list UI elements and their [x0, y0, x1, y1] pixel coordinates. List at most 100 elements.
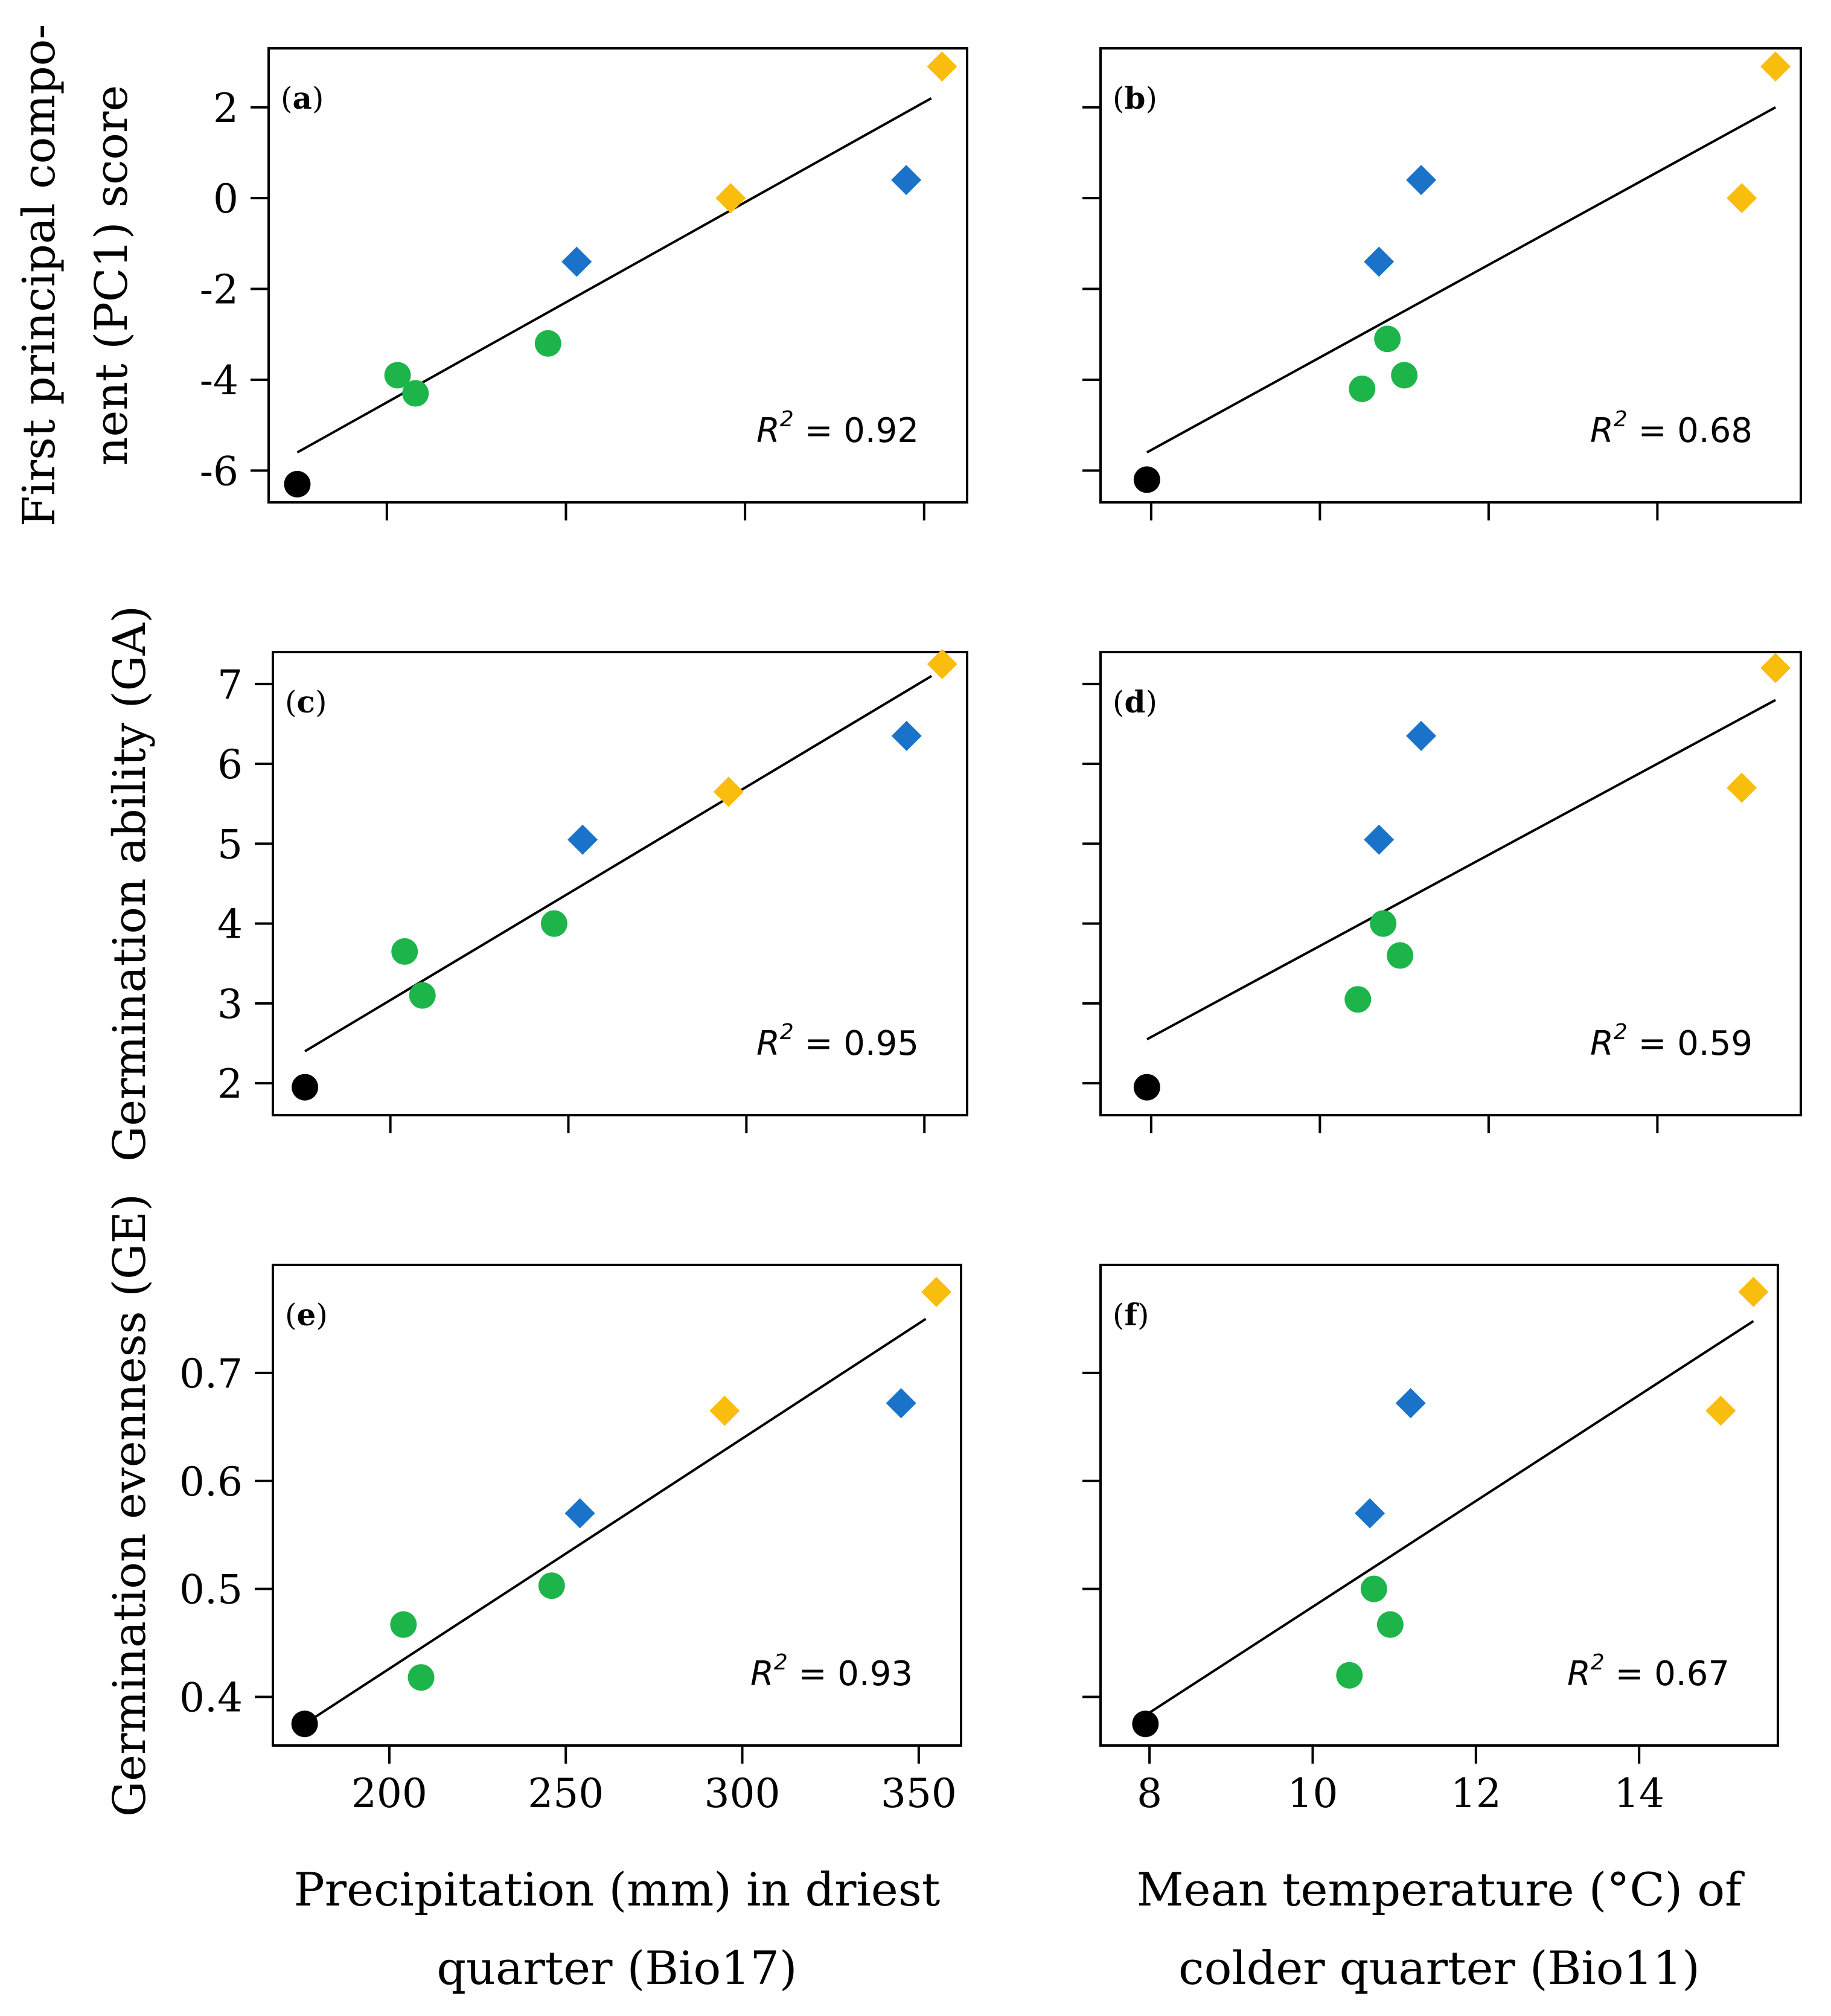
data-point-green	[1336, 1662, 1363, 1689]
y-tick-label: 0	[213, 176, 238, 222]
r-squared-label: R2 = 0.68	[1590, 407, 1753, 450]
data-point-blue	[891, 165, 922, 196]
data-point-blue	[1364, 824, 1395, 855]
panel-a: -6 -4 -2 0 2 (a) R2 = 0.92 First principal comp…	[13, 24, 968, 526]
x-tick-label: 350	[881, 1770, 957, 1817]
panel-c: 2 3 4 5 6 7 (c) R2 = 0.95 Germination ability (G…	[104, 606, 968, 1162]
data-point-yellow	[927, 648, 957, 679]
data-point-yellow	[1738, 1276, 1769, 1307]
y-tick-label: 0.4	[179, 1675, 243, 1721]
data-point-yellow	[1727, 772, 1757, 803]
x-tick-label: 12	[1451, 1770, 1501, 1817]
y-tick-label: 2	[217, 1061, 243, 1107]
panel-f: 8 10 12 14 (f) R2 = 0.67 Mean temperature (°C)…	[1082, 1264, 1779, 1995]
data-point-blue	[886, 1387, 916, 1418]
r-squared-label: R2 = 0.67	[1567, 1650, 1730, 1694]
data-point-green	[390, 1611, 417, 1638]
data-point-yellow	[709, 1395, 740, 1426]
data-point-black	[1132, 1710, 1159, 1738]
data-point-black	[291, 1710, 318, 1738]
data-point-blue	[1406, 165, 1437, 196]
x-tick-label: 10	[1287, 1770, 1338, 1817]
data-point-green	[1376, 1611, 1404, 1638]
data-point-yellow	[1705, 1395, 1736, 1426]
y-tick-label: 0.5	[179, 1567, 243, 1613]
panel-d: (d) R2 = 0.59	[1082, 651, 1802, 1133]
data-point-yellow	[1727, 183, 1757, 214]
data-point-green	[1349, 376, 1376, 402]
y-tick-label: 3	[217, 981, 243, 1028]
x-tick-label: 300	[705, 1770, 781, 1817]
x-axis-title: Mean temperature (°C) of	[1137, 1863, 1745, 1916]
data-point-green	[538, 1572, 565, 1599]
data-point-green	[1360, 1575, 1387, 1602]
data-point-green	[384, 362, 411, 389]
data-point-green	[1374, 325, 1401, 353]
data-point-blue	[1395, 1387, 1426, 1418]
panel-label: (b)	[1113, 80, 1157, 116]
data-point-blue	[561, 246, 592, 277]
r-squared-label: R2 = 0.93	[750, 1650, 913, 1694]
x-axis-title: quarter (Bio17)	[436, 1941, 797, 1995]
y-tick-label: 2	[213, 85, 238, 132]
plot-frame	[1099, 47, 1802, 504]
data-point-black	[1133, 466, 1160, 493]
plot-frame	[267, 47, 968, 504]
data-point-green	[1370, 910, 1397, 937]
x-tick-label: 14	[1614, 1770, 1664, 1817]
data-point-green	[540, 910, 567, 937]
plot-frame	[272, 1264, 962, 1747]
r-squared-label: R2 = 0.95	[756, 1020, 919, 1063]
data-point-blue	[1364, 246, 1395, 277]
data-point-blue	[567, 824, 598, 855]
y-axis-title: Germination evenness (GE)	[104, 1194, 156, 1817]
r-squared-label: R2 = 0.59	[1590, 1020, 1753, 1063]
x-axis-title: colder quarter (Bio11)	[1178, 1941, 1700, 1995]
y-axis-title: nent (PC1) score	[86, 85, 138, 466]
x-axis-title: Precipitation (mm) in driest	[294, 1863, 941, 1916]
data-point-blue	[1355, 1498, 1385, 1529]
x-tick-label: 200	[351, 1770, 427, 1817]
regression-line	[1146, 106, 1777, 454]
x-tick-label: 8	[1137, 1770, 1162, 1817]
data-point-green	[407, 1664, 435, 1691]
panel-b: (b) R2 = 0.68	[1082, 47, 1802, 520]
y-tick-label: -6	[200, 448, 238, 494]
data-point-blue	[564, 1498, 595, 1529]
data-point-black	[1133, 1074, 1160, 1101]
y-tick-label: -2	[200, 267, 238, 313]
regression-line	[296, 97, 932, 454]
plot-frame	[1099, 651, 1802, 1116]
data-point-yellow	[921, 1276, 952, 1307]
regression-line	[304, 1317, 927, 1725]
panel-label: (e)	[285, 1297, 328, 1333]
y-tick-label: 5	[217, 821, 243, 868]
y-tick-label: -4	[200, 357, 238, 404]
data-point-blue	[1406, 720, 1437, 751]
y-tick-label: 0.6	[179, 1459, 243, 1505]
data-point-green	[402, 380, 429, 407]
x-tick-label: 250	[528, 1770, 604, 1817]
data-point-green	[391, 938, 418, 965]
data-point-black	[292, 1074, 319, 1101]
data-point-yellow	[1760, 653, 1791, 683]
regression-line	[304, 674, 933, 1052]
panel-label: (a)	[281, 80, 324, 116]
y-tick-label: 6	[217, 741, 243, 788]
plot-frame	[1099, 1264, 1779, 1747]
data-point-green	[409, 982, 436, 1009]
y-axis-title: Germination ability (GA)	[104, 606, 156, 1162]
regression-line	[1146, 699, 1777, 1041]
plot-frame	[272, 651, 968, 1116]
regression-line	[1145, 1320, 1754, 1717]
data-point-yellow	[927, 51, 957, 82]
data-point-green	[534, 330, 561, 357]
data-point-blue	[891, 720, 922, 751]
r-squared-label: R2 = 0.92	[756, 407, 919, 450]
data-point-black	[284, 470, 311, 498]
data-point-green	[1387, 942, 1414, 969]
y-tick-label: 4	[217, 901, 243, 948]
panel-e: 200 250 300 350 0.4 0.5 0.6 0.7 (e) R2 = 0.93 Germ…	[104, 1194, 962, 1995]
y-tick-label: 0.7	[179, 1351, 243, 1397]
